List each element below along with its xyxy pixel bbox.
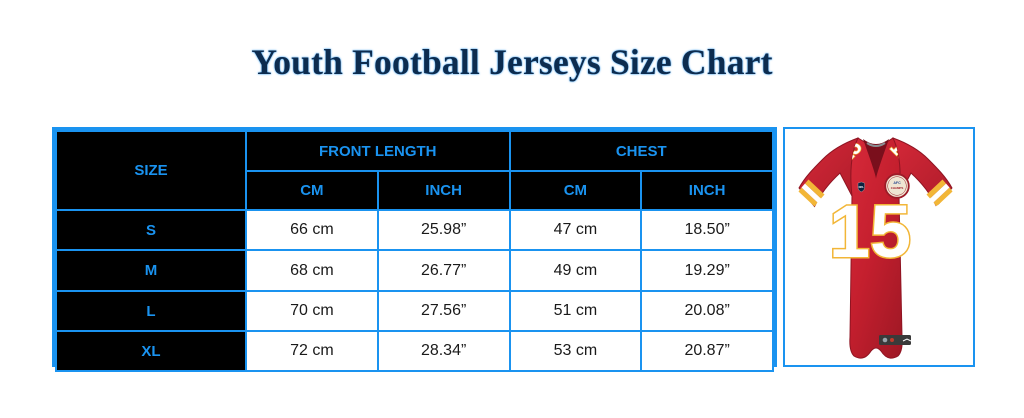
svg-text:NFL: NFL (859, 185, 865, 189)
svg-text:AFC: AFC (893, 181, 901, 185)
svg-text:15: 15 (829, 190, 911, 273)
